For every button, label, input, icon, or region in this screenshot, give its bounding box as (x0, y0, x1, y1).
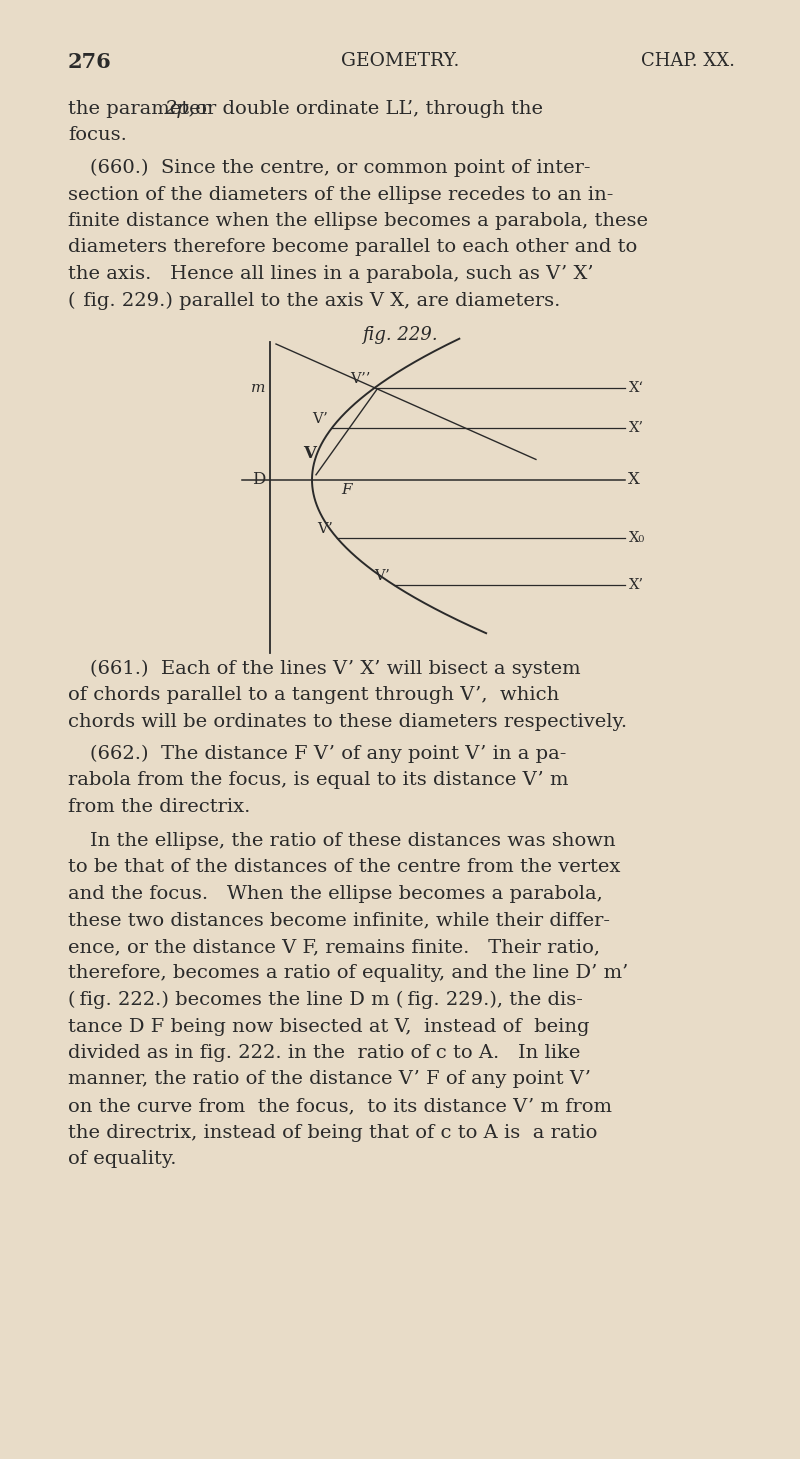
Text: (660.)  Since the centre, or common point of inter-: (660.) Since the centre, or common point… (90, 159, 590, 177)
Text: ence, or the distance V F, remains finite.   Their ratio,: ence, or the distance V F, remains finit… (68, 938, 600, 956)
Text: CHAP. XX.: CHAP. XX. (641, 53, 735, 70)
Text: m: m (250, 381, 265, 395)
Text: D: D (252, 471, 265, 489)
Text: (  fig. 229.) parallel to the axis V X, are diameters.: ( fig. 229.) parallel to the axis V X, a… (68, 292, 560, 309)
Text: tance D F being now bisected at V,  instead of  being: tance D F being now bisected at V, inste… (68, 1017, 590, 1036)
Text: V’: V’ (312, 411, 328, 426)
Text: focus.: focus. (68, 127, 127, 144)
Text: X’: X’ (629, 420, 644, 435)
Text: or double ordinate LL’, through the: or double ordinate LL’, through the (189, 101, 543, 118)
Text: and the focus.   When the ellipse becomes a parabola,: and the focus. When the ellipse becomes … (68, 886, 602, 903)
Text: the axis.   Hence all lines in a parabola, such as V’ X’: the axis. Hence all lines in a parabola,… (68, 266, 594, 283)
Text: X’: X’ (629, 578, 644, 592)
Text: section of the diameters of the ellipse recedes to an in-: section of the diameters of the ellipse … (68, 185, 614, 203)
Text: finite distance when the ellipse becomes a parabola, these: finite distance when the ellipse becomes… (68, 212, 648, 231)
Text: GEOMETRY.: GEOMETRY. (341, 53, 459, 70)
Text: the directrix, instead of being that of c to A is  a ratio: the directrix, instead of being that of … (68, 1123, 598, 1141)
Text: chords will be ordinates to these diameters respectively.: chords will be ordinates to these diamet… (68, 713, 627, 731)
Text: diameters therefore become parallel to each other and to: diameters therefore become parallel to e… (68, 238, 638, 257)
Text: to be that of the distances of the centre from the vertex: to be that of the distances of the centr… (68, 858, 620, 877)
Text: (661.)  Each of the lines V’ X’ will bisect a system: (661.) Each of the lines V’ X’ will bise… (90, 659, 581, 678)
Text: ( fig. 222.) becomes the line D m ( fig. 229.), the dis-: ( fig. 222.) becomes the line D m ( fig.… (68, 991, 583, 1010)
Text: divided as in fig. 222. in the  ratio of c to A.   In like: divided as in fig. 222. in the ratio of … (68, 1045, 580, 1062)
Text: therefore, becomes a ratio of equality, and the line D’ m’: therefore, becomes a ratio of equality, … (68, 964, 628, 982)
Text: of chords parallel to a tangent through V’,  which: of chords parallel to a tangent through … (68, 687, 559, 705)
Text: V’: V’ (317, 522, 333, 535)
Text: V’: V’ (374, 569, 390, 582)
Text: V: V (303, 445, 317, 463)
Text: the parameter: the parameter (68, 101, 216, 118)
Text: from the directrix.: from the directrix. (68, 798, 250, 816)
Text: on the curve from  the focus,  to its distance V’ m from: on the curve from the focus, to its dist… (68, 1097, 612, 1115)
Text: X: X (628, 471, 640, 489)
Text: 276: 276 (68, 53, 112, 71)
Text: (662.)  The distance F V’ of any point V’ in a pa-: (662.) The distance F V’ of any point V’… (90, 744, 566, 763)
Text: manner, the ratio of the distance V’ F of any point V’: manner, the ratio of the distance V’ F o… (68, 1071, 591, 1088)
Text: rabola from the focus, is equal to its distance V’ m: rabola from the focus, is equal to its d… (68, 770, 569, 789)
Text: X₀: X₀ (629, 531, 646, 544)
Text: V’’: V’’ (350, 372, 370, 385)
Text: fig. 229.: fig. 229. (362, 325, 438, 344)
Text: 2p,: 2p, (164, 101, 195, 118)
Text: In the ellipse, the ratio of these distances was shown: In the ellipse, the ratio of these dista… (90, 832, 616, 851)
Text: of equality.: of equality. (68, 1150, 177, 1169)
Text: X‘: X‘ (629, 381, 644, 395)
Text: F: F (341, 483, 352, 498)
Text: these two distances become infinite, while their differ-: these two distances become infinite, whi… (68, 912, 610, 929)
